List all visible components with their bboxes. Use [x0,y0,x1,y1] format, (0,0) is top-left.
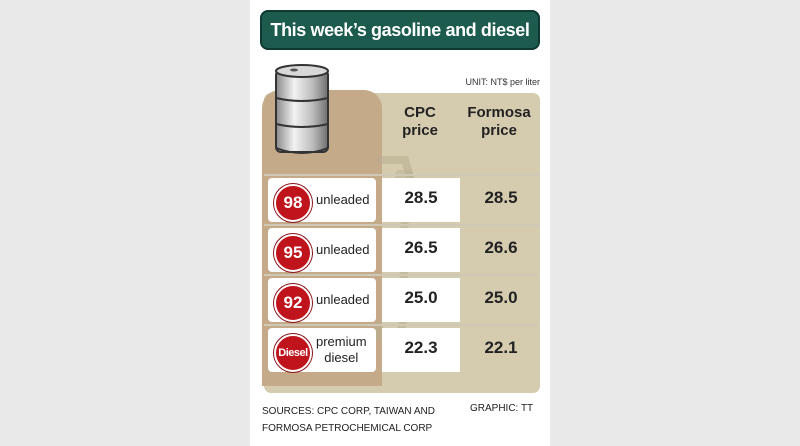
sources-line2: FORMOSA PETROCHEMICAL CORP [262,423,433,434]
cpc-header-line1: CPC [404,104,436,121]
unit-label: UNIT: NT$ per liter [465,77,540,87]
formosa-price: 28.5 [484,188,518,207]
formosa-header-line2: price [481,122,517,139]
cpc-cell-bg [382,278,460,322]
cpc-price: 28.5 [404,188,438,207]
oil-barrel-icon [275,64,329,154]
table-row-92: 92 unleaded 25.0 25.0 [264,276,540,324]
fuel-type-line2: diesel [324,350,359,365]
cpc-price: 26.5 [404,238,438,257]
cpc-price: 22.3 [404,338,438,357]
column-header-formosa: Formosa price [458,104,540,170]
cpc-cell-bg [382,228,460,272]
formosa-cell-bg [462,228,540,272]
table-row-diesel: Diesel premium diesel 22.3 22.1 [264,326,540,374]
cpc-price: 25.0 [404,288,438,307]
fuel-label-cell: 98 unleaded [268,178,376,222]
fuel-type-label: unleaded [316,292,370,307]
formosa-price: 22.1 [484,338,518,357]
sources-note: SOURCES: CPC CORP, TAIWAN AND FORMOSA PE… [262,403,435,437]
fuel-type-line1: premium [316,334,367,349]
table-row-95: 95 unleaded 26.5 26.6 [264,226,540,274]
formosa-price: 25.0 [484,288,518,307]
cpc-header-line2: price [402,122,438,139]
infographic-card: This week’s gasoline and diesel prices U… [250,0,550,446]
formosa-cell-bg [462,178,540,222]
fuel-grade-badge: 92 [274,284,312,322]
fuel-type-label: unleaded [316,242,370,257]
row-divider [264,174,540,176]
infographic-title: This week’s gasoline and diesel prices [260,10,540,76]
fuel-type-label: unleaded [316,192,370,207]
column-header-cpc: CPC price [380,104,460,170]
table-row-98: 98 unleaded 28.5 28.5 [264,176,540,224]
formosa-cell-bg [462,278,540,322]
graphic-credit: GRAPHIC: TT [470,403,534,414]
row-divider [264,324,540,326]
cpc-cell-bg [382,178,460,222]
fuel-grade-badge: Diesel [274,334,312,372]
formosa-header-line1: Formosa [467,104,531,121]
fuel-label-cell: 95 unleaded [268,228,376,272]
sources-line1: SOURCES: CPC CORP, TAIWAN AND [262,406,435,417]
formosa-price: 26.6 [484,238,518,257]
row-divider [264,274,540,276]
row-divider [264,224,540,226]
fuel-label-cell: 92 unleaded [268,278,376,322]
formosa-cell-bg [462,328,540,372]
fuel-grade-badge: 95 [274,234,312,272]
cpc-cell-bg [382,328,460,372]
fuel-label-cell: Diesel premium diesel [268,328,376,372]
fuel-grade-badge: 98 [274,184,312,222]
fuel-type-label: premium diesel [316,334,367,378]
